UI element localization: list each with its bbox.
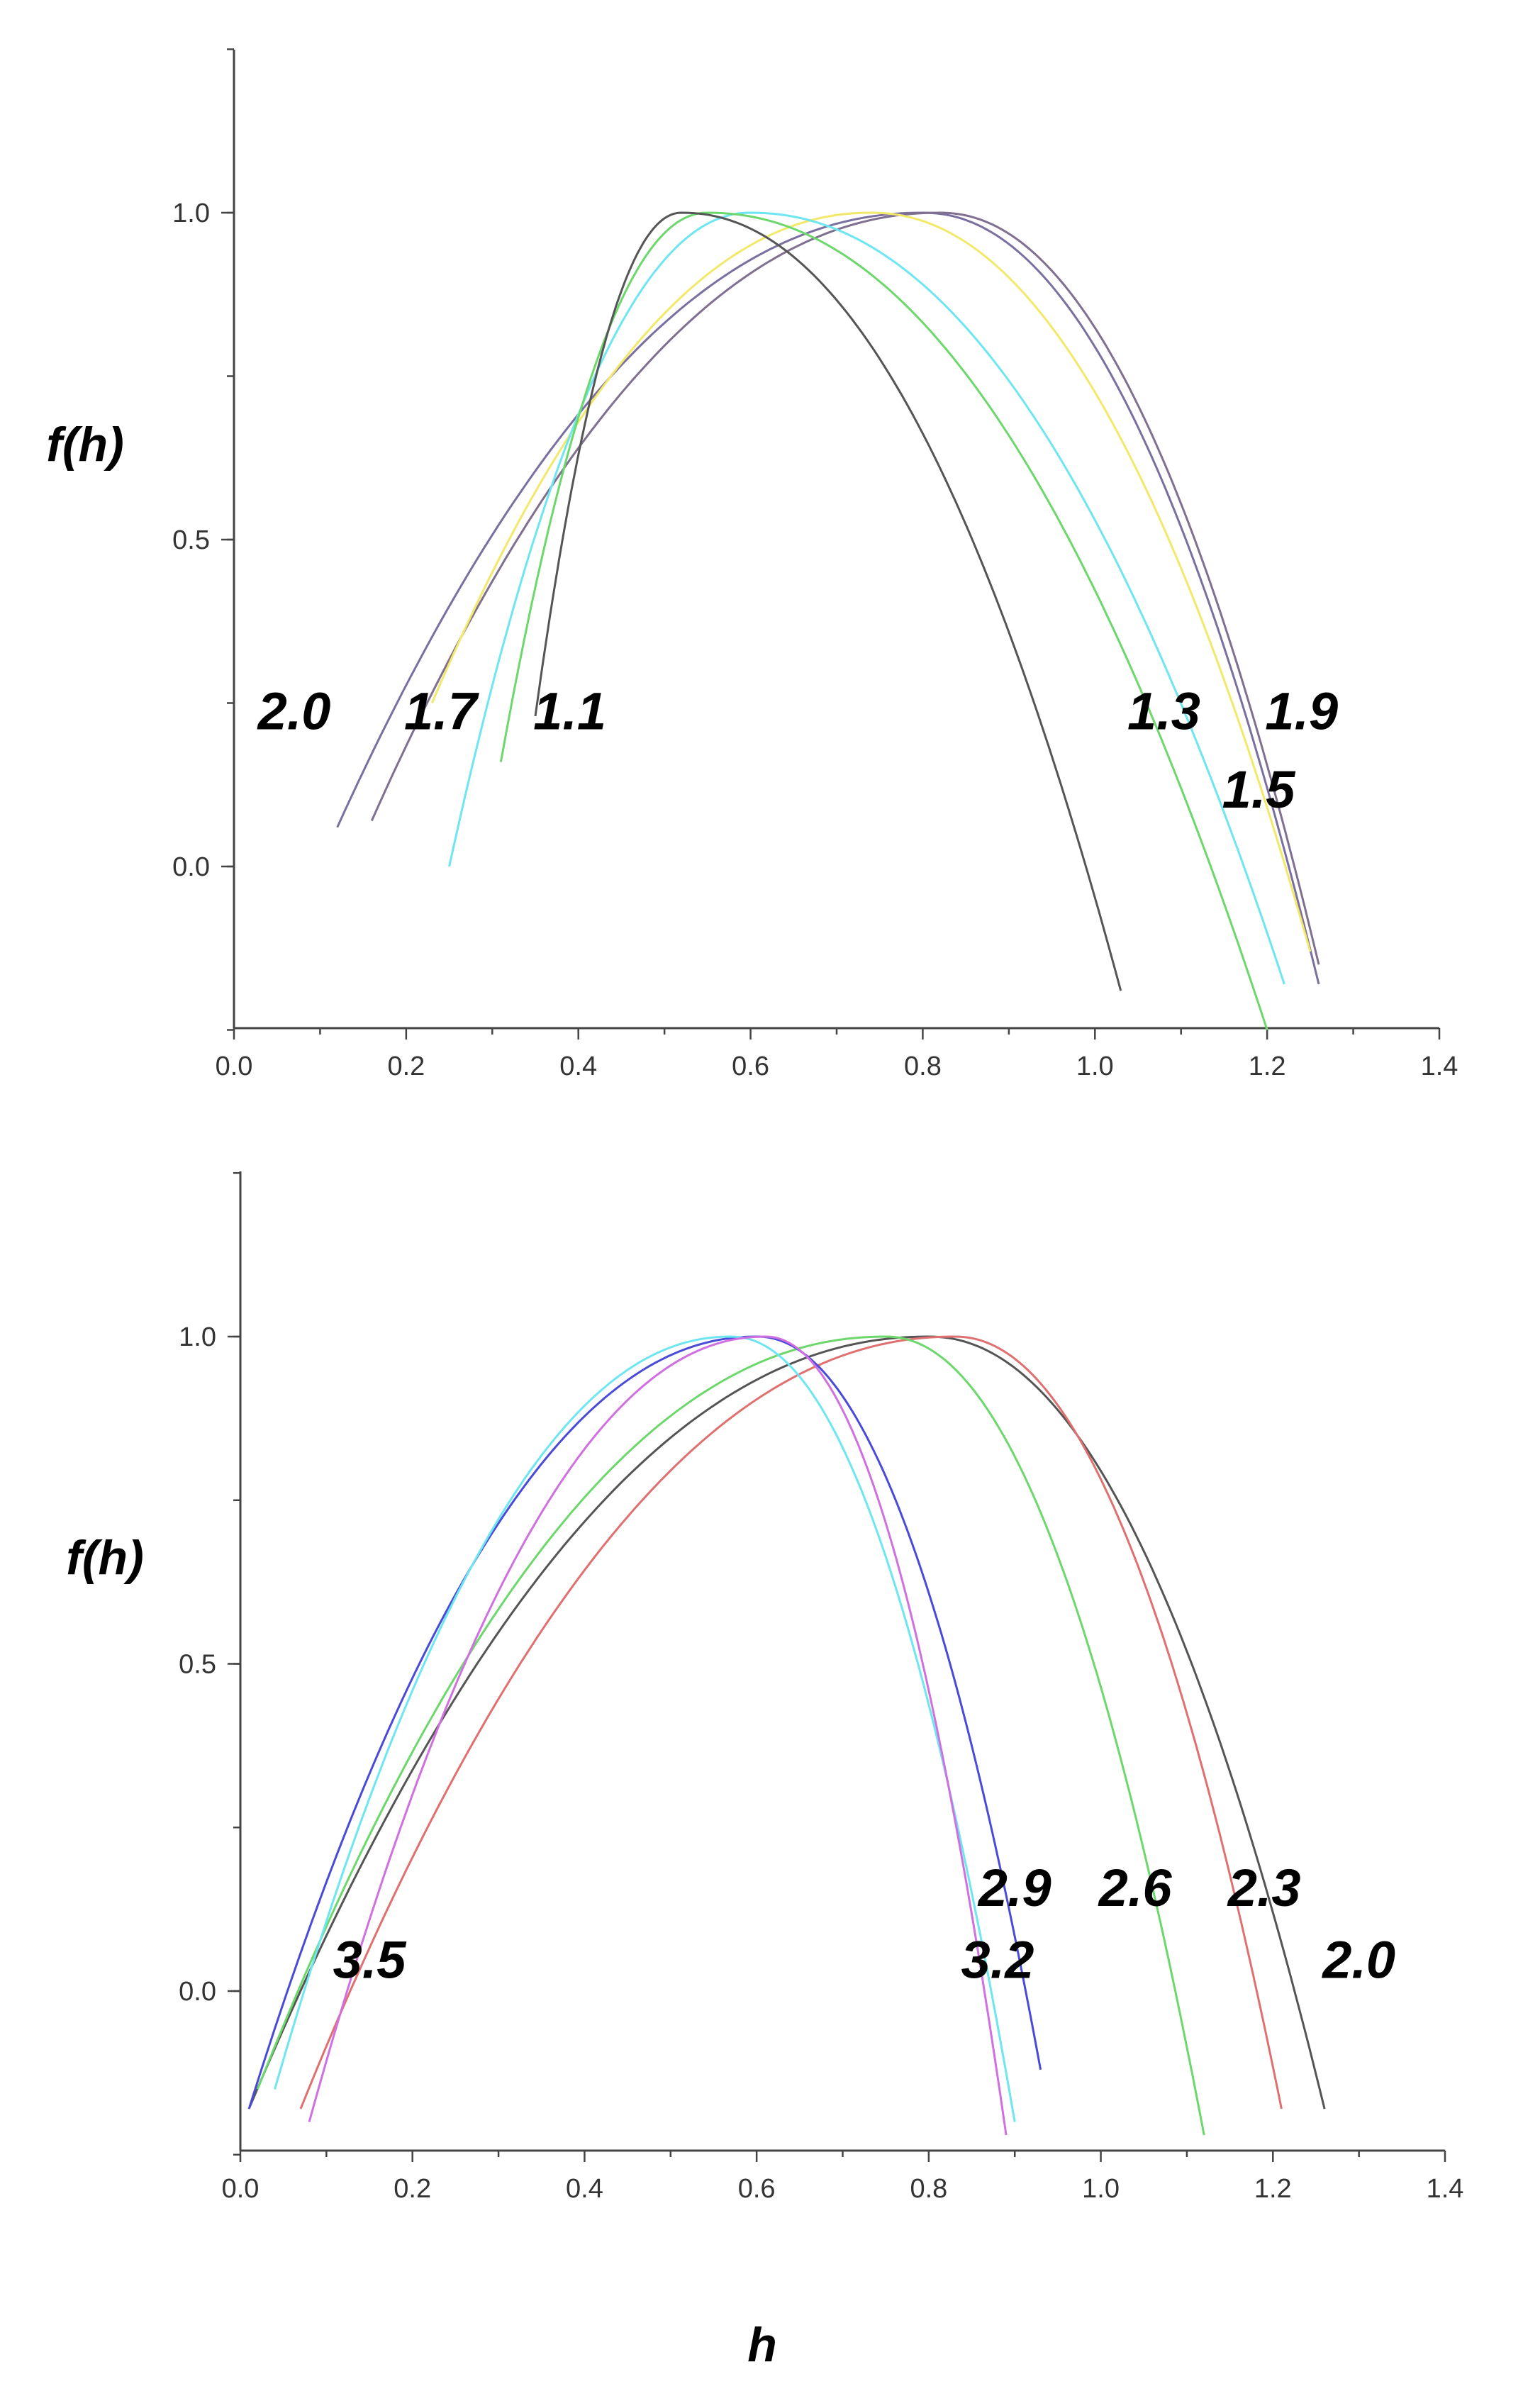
x-tick-label: 0.0	[216, 1052, 253, 1081]
curve-label: 3.2	[961, 1931, 1034, 1990]
series-line	[370, 211, 1320, 965]
x-tick-label: 0.4	[566, 2174, 603, 2204]
x-tick-label: 0.2	[387, 1052, 425, 1081]
series-line	[247, 1335, 1326, 2109]
series-line	[256, 1335, 1205, 2136]
curve-label: 2.6	[1098, 1858, 1173, 1917]
x-tick-label: 0.4	[559, 1052, 597, 1081]
curve-label: 1.3	[1127, 681, 1200, 740]
curve-label: 2.3	[1227, 1858, 1301, 1917]
series-line	[299, 1335, 1283, 2109]
y-axis-title: f(h)	[66, 1531, 143, 1585]
x-tick-label: 0.2	[394, 2174, 431, 2204]
curve-label: 1.1	[533, 681, 606, 740]
series-line	[430, 211, 1312, 952]
x-tick-label: 1.2	[1249, 1052, 1286, 1081]
curve-label: 3.5	[333, 1931, 408, 1990]
x-tick-label: 0.8	[910, 2174, 947, 2204]
x-tick-label: 1.0	[1076, 1052, 1114, 1081]
y-tick-label: 0.0	[179, 1977, 216, 2007]
series-line	[534, 211, 1122, 991]
x-tick-label: 1.4	[1427, 2174, 1464, 2204]
x-tick-label: 0.0	[222, 2174, 260, 2204]
y-tick-label: 0.5	[179, 1650, 216, 1680]
y-axis-title: f(h)	[46, 418, 123, 472]
curve-label: 1.7	[404, 681, 480, 740]
curve-label: 1.5	[1222, 760, 1297, 819]
series-line	[247, 1335, 1042, 2109]
series-line	[448, 211, 1285, 985]
series-line	[308, 1335, 1008, 2136]
curve-label: 2.0	[257, 681, 331, 740]
y-tick-label: 1.0	[179, 1322, 216, 1352]
x-tick-label: 1.2	[1254, 2174, 1292, 2204]
y-tick-label: 0.0	[172, 852, 210, 882]
x-tick-label: 1.4	[1421, 1052, 1458, 1081]
x-tick-label: 0.6	[738, 2174, 776, 2204]
y-tick-label: 0.5	[172, 525, 210, 555]
curve-label: 2.9	[977, 1858, 1051, 1917]
curve-label: 1.9	[1265, 681, 1338, 740]
series-line	[499, 211, 1268, 1030]
chart-bottom: 0.0 0.2 0.4 0.6 0.8 1.0 1.2 1.4 0.0 0.5 1.0 f(h) h 3.…	[66, 1171, 1463, 2372]
x-tick-label: 1.0	[1082, 2174, 1120, 2204]
y-tick-label: 1.0	[172, 199, 210, 228]
series-line	[274, 1335, 1016, 2122]
x-tick-label: 0.8	[904, 1052, 942, 1081]
curve-label: 2.0	[1321, 1931, 1395, 1990]
x-axis-title: h	[747, 2318, 777, 2372]
x-tick-label: 0.6	[732, 1052, 769, 1081]
series-line	[336, 211, 1320, 985]
chart-top: 0.0 0.2 0.4 0.6 0.8 1.0 1.2 1.4 0.0 0.5 1.0 f(h) 2.0…	[46, 48, 1458, 1081]
